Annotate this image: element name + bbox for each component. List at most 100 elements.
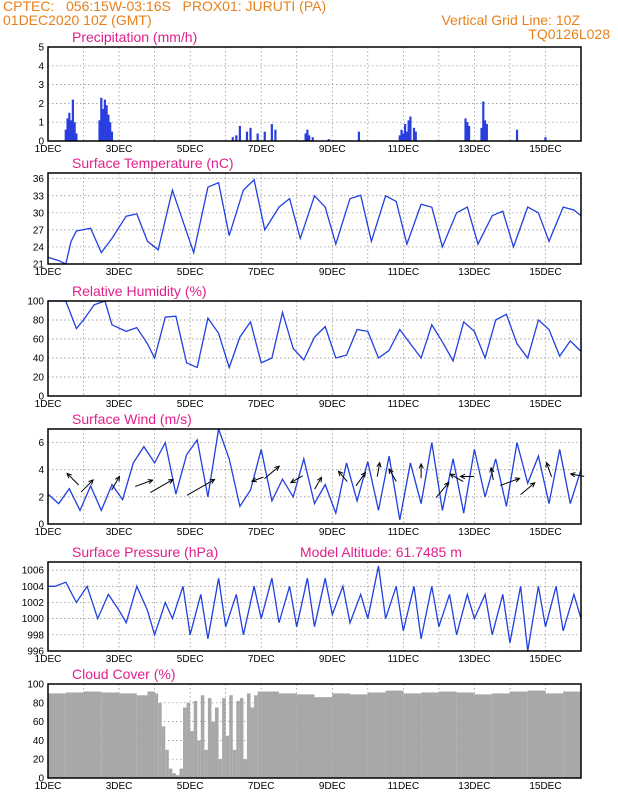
cloud-bar	[296, 694, 315, 778]
cloud-bar	[474, 694, 493, 778]
precip-bar	[64, 129, 67, 141]
wind-arrow-shaft	[449, 473, 464, 483]
wind-arrow-head	[569, 472, 576, 478]
wind-arrow-shaft	[264, 465, 280, 479]
wind-arrow	[264, 465, 281, 479]
precip-bar	[270, 124, 273, 141]
y-tick-label: 0	[38, 520, 44, 531]
x-tick-label: 7DEC	[248, 781, 275, 792]
header-datetime: 01DEC2020 10Z (GMT)	[3, 12, 152, 28]
cloud-bar	[48, 693, 66, 778]
cloud-bar	[236, 700, 240, 778]
wind-arrow-head	[168, 478, 175, 484]
precip-bar	[398, 135, 401, 141]
cloud-bar	[197, 740, 201, 778]
x-tick-label: 13DEC	[458, 654, 490, 665]
wind-arrow-shaft	[545, 462, 553, 477]
cloud-bar	[527, 690, 546, 778]
wind-arrow-head	[529, 482, 536, 488]
series-line	[48, 300, 582, 370]
cloud-bar	[136, 695, 148, 778]
x-tick-label: 7DEC	[248, 144, 275, 155]
y-tick-label: 80	[33, 316, 45, 327]
cloud-bar	[250, 707, 255, 778]
wind-arrow-shaft	[355, 472, 366, 487]
wind-arrow	[337, 470, 348, 483]
wind-arrow-shaft	[435, 482, 450, 499]
precip-bar	[231, 137, 234, 141]
y-tick-label: 21	[33, 260, 45, 271]
y-tick-label: 1000	[22, 614, 45, 625]
y-tick-label: 0	[38, 392, 44, 403]
x-tick-label: 3DEC	[106, 654, 133, 665]
precip-bar	[73, 122, 76, 141]
x-tick-label: 9DEC	[319, 527, 346, 538]
cloud-bar	[421, 692, 439, 778]
precip-bar	[109, 122, 112, 141]
y-tick-label: 1006	[22, 566, 45, 577]
x-tick-label: 11DEC	[388, 781, 420, 792]
y-tick-label: 80	[33, 698, 45, 709]
cloud-bar	[119, 693, 137, 778]
precip-bar	[485, 124, 488, 141]
cloud-bar	[385, 690, 404, 778]
x-tick-label: 3DEC	[106, 527, 133, 538]
cloud-bar	[172, 773, 176, 778]
cloud-bar	[332, 693, 351, 778]
panel-frame	[47, 172, 582, 265]
cloud-bar	[261, 691, 279, 778]
cloud-bar	[278, 693, 297, 778]
precip-bar	[245, 131, 249, 141]
cloud-bar	[207, 698, 212, 778]
wind-arrow	[186, 478, 216, 496]
cloud-bar	[239, 698, 244, 778]
precip-bar	[400, 129, 403, 141]
cloud-bar	[154, 693, 159, 778]
x-tick-label: 9DEC	[319, 781, 346, 792]
wind-arrow	[388, 467, 397, 482]
wind-arrow-shaft	[490, 467, 494, 480]
x-tick-label: 13DEC	[458, 781, 490, 792]
x-tick-label: 11DEC	[388, 399, 420, 410]
wind-arrow	[376, 461, 382, 477]
x-tick-label: 11DEC	[388, 527, 420, 538]
y-tick-label: 20	[33, 373, 45, 384]
y-tick-label: 2	[38, 99, 44, 110]
wind-arrow-shaft	[388, 468, 397, 482]
wind-arrow-head	[147, 479, 154, 485]
wind-arrow	[135, 479, 154, 487]
wind-arrow-head	[209, 478, 216, 484]
precip-bar	[466, 122, 469, 141]
precip-bar	[101, 109, 105, 141]
cloud-bar	[257, 691, 262, 778]
precip-bar	[407, 120, 410, 141]
y-tick-label: 1002	[22, 598, 45, 609]
x-tick-label: 11DEC	[388, 144, 420, 155]
cloud-bar	[438, 691, 457, 778]
cloud-bar	[563, 691, 581, 778]
wind-arrow-head	[514, 477, 521, 483]
x-tick-label: 3DEC	[106, 781, 133, 792]
precip-bar	[306, 129, 309, 141]
x-tick-label: 1DEC	[35, 267, 62, 278]
wind-arrow	[520, 482, 536, 496]
y-tick-label: 20	[33, 755, 45, 766]
wind-arrow-head	[250, 477, 257, 483]
wind-arrow-head	[317, 476, 323, 483]
wind-arrow	[250, 476, 264, 483]
cloud-bar	[403, 693, 422, 778]
wind-arrow-head	[444, 481, 450, 488]
wind-arrow-shaft	[338, 470, 348, 483]
y-tick-label: 100	[27, 297, 44, 308]
precip-bar	[249, 127, 252, 141]
wind-arrow-shaft	[520, 482, 536, 496]
x-tick-label: 15DEC	[529, 781, 561, 792]
y-tick-label: 4	[38, 465, 44, 476]
y-tick-label: 1004	[22, 582, 45, 593]
y-tick-label: 0	[38, 137, 44, 148]
cloud-bar	[147, 691, 155, 778]
panel-precip: 0 1 2 3 4 5 1DEC 3DEC 5DEC 7DEC 9DEC 11DEC 13DEC 15DE…	[35, 29, 582, 155]
x-tick-label: 7DEC	[248, 399, 275, 410]
y-tick-label: 0	[38, 774, 44, 785]
